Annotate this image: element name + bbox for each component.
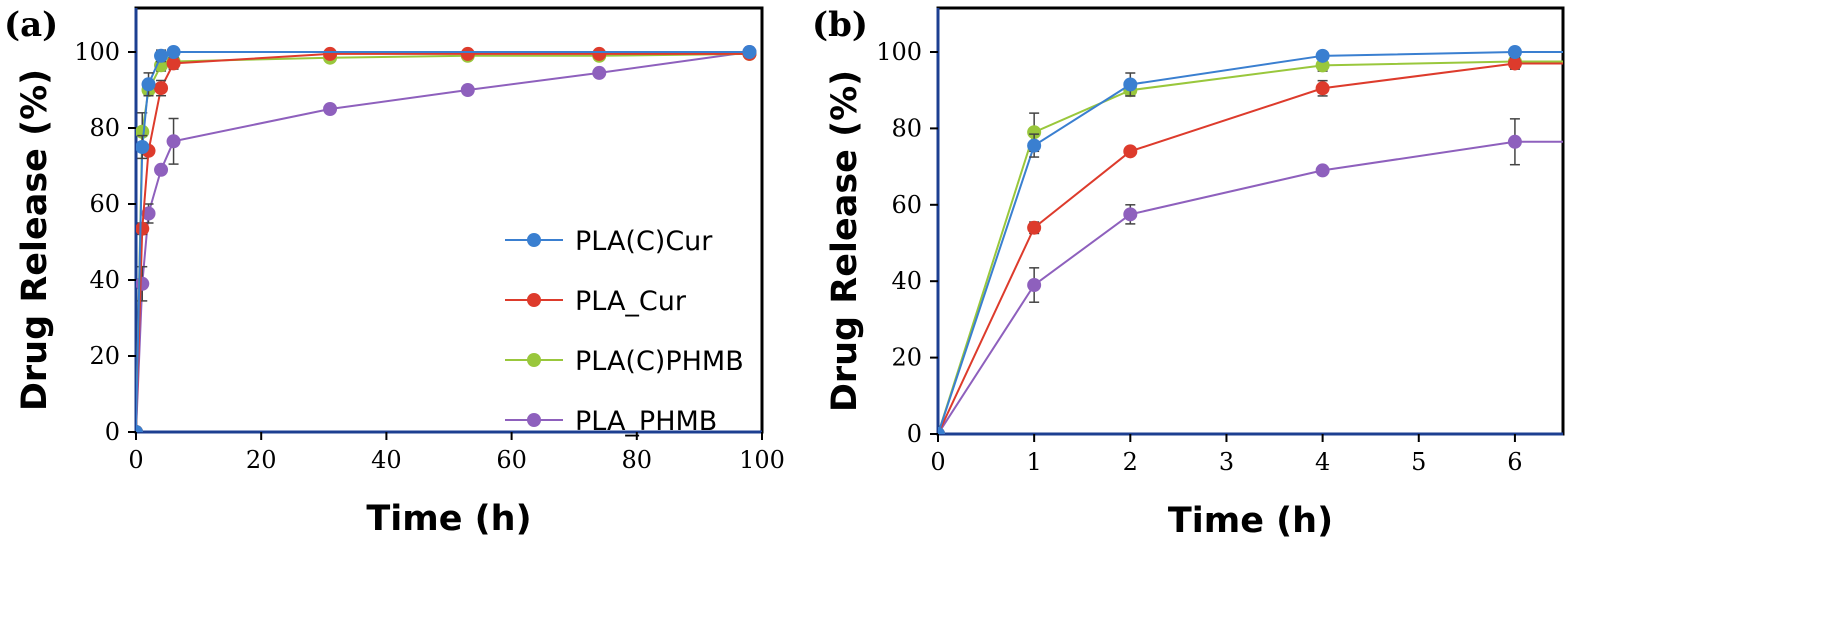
x-tick-label: 80: [622, 446, 653, 474]
data-point: [1123, 144, 1138, 159]
y-tick-label: 60: [89, 190, 120, 218]
data-point: [1507, 45, 1522, 59]
y-tick-label: 0: [105, 418, 120, 446]
legend-marker: [527, 413, 541, 427]
x-tick-label: 40: [371, 446, 402, 474]
x-axis-title: Time (h): [1168, 501, 1333, 541]
y-tick-label: 0: [907, 420, 922, 448]
data-point: [136, 221, 150, 236]
data-point: [323, 102, 338, 116]
y-tick-label: 40: [891, 267, 922, 295]
panel-label: (b): [812, 5, 868, 45]
y-tick-label: 100: [74, 38, 120, 66]
data-point: [154, 48, 169, 63]
series-line: [938, 60, 1563, 434]
x-tick-label: 4: [1315, 448, 1330, 476]
x-tick-label: 0: [930, 448, 945, 476]
panel-a: 0 20 40 60 80 100 0 20 40 60 80 100 Time (h) Drug Rel…: [4, 5, 785, 539]
data-point: [1315, 163, 1330, 178]
data-point: [136, 276, 150, 291]
data-point: [1507, 56, 1522, 71]
series-line: [136, 51, 750, 432]
x-tick-label: 2: [1123, 448, 1138, 476]
x-tick-label: 0: [128, 446, 143, 474]
legend-marker: [527, 233, 541, 247]
data-point: [1123, 77, 1138, 92]
data-point: [592, 65, 607, 80]
data-point: [1027, 220, 1042, 235]
data-point: [166, 56, 181, 71]
x-tick-label: 100: [739, 446, 785, 474]
panel-label: (a): [4, 5, 58, 45]
data-point: [166, 134, 181, 149]
x-tick-label: 3: [1219, 448, 1234, 476]
data-point: [136, 425, 143, 432]
data-point: [136, 140, 150, 154]
legend-label: PLA_Cur: [575, 286, 687, 317]
data-point: [1507, 134, 1522, 149]
data-point: [1315, 81, 1330, 96]
x-tick-label: 5: [1411, 448, 1426, 476]
legend-label: PLA(C)PHMB: [575, 346, 744, 377]
legend-marker: [527, 353, 541, 367]
legend-label: PLA_PHMB: [575, 406, 717, 437]
data-point: [154, 81, 169, 96]
y-tick-label: 20: [89, 342, 120, 370]
series-line: [938, 140, 1563, 434]
series-group: [938, 45, 1563, 434]
data-point: [323, 46, 338, 61]
y-tick-label: 80: [89, 114, 120, 142]
data-point: [1027, 125, 1042, 140]
data-point: [938, 427, 945, 434]
x-tick-label: 6: [1507, 448, 1522, 476]
x-tick-label: 60: [496, 446, 527, 474]
y-axis-title: Drug Release (%): [825, 70, 865, 412]
y-axis-title: Drug Release (%): [15, 69, 55, 411]
series-group: [136, 45, 757, 432]
x-axis-title: Time (h): [366, 499, 531, 539]
legend-marker: [527, 293, 541, 307]
panel-b: 0 20 40 60 80 100 0 1 2 3 4 5 6 Time (h) Drug Release …: [812, 5, 1565, 541]
x-tick-label: 20: [246, 446, 277, 474]
y-tick-label: 80: [891, 114, 922, 142]
y-tick-label: 20: [891, 344, 922, 372]
data-point: [460, 83, 475, 97]
plot-frame: [936, 6, 1565, 436]
y-tick-label: 40: [89, 266, 120, 294]
data-point: [742, 45, 757, 59]
data-point: [141, 77, 156, 92]
data-point: [1027, 138, 1042, 153]
data-point: [592, 46, 607, 61]
data-point: [166, 45, 181, 59]
data-point: [141, 206, 156, 221]
y-tick-label: 60: [891, 191, 922, 219]
y-tick-label: 100: [876, 38, 922, 66]
data-point: [154, 162, 169, 177]
series-line: [938, 51, 1563, 434]
data-point: [1123, 207, 1138, 222]
x-tick-label: 1: [1027, 448, 1042, 476]
series-line: [938, 62, 1563, 434]
legend-label: PLA(C)Cur: [575, 226, 713, 257]
data-point: [460, 46, 475, 61]
data-point: [1027, 278, 1042, 293]
data-point: [1315, 48, 1330, 63]
